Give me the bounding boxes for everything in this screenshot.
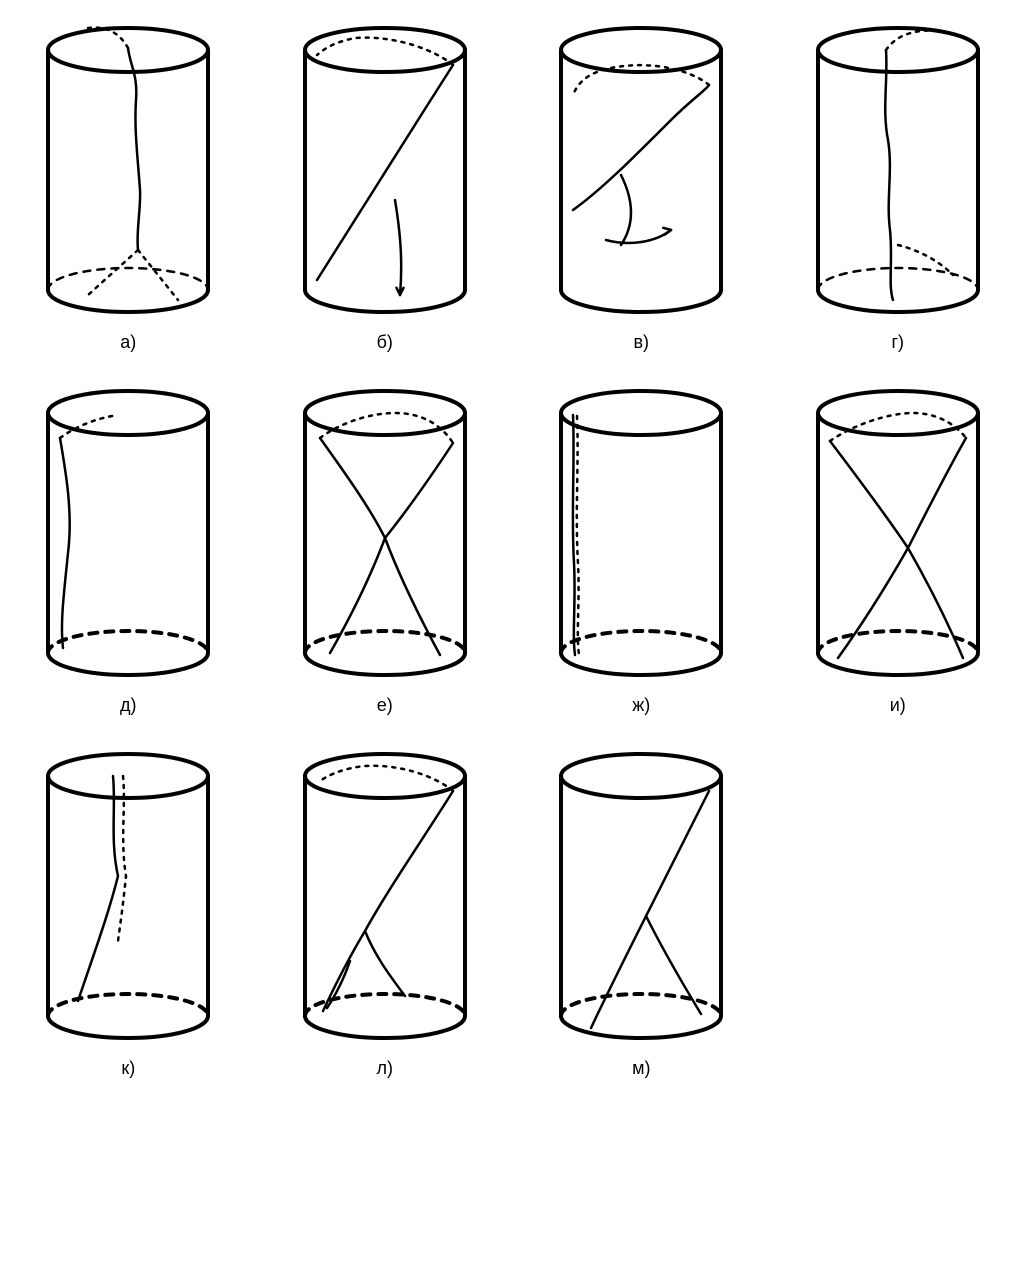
cylinder-label-m: м) bbox=[632, 1058, 650, 1079]
cylinder-cell-l: л) bbox=[277, 746, 494, 1079]
cylinder-cell-i: и) bbox=[790, 383, 1007, 716]
cylinder-svg-i bbox=[808, 383, 988, 683]
cylinder-label-g: г) bbox=[891, 332, 904, 353]
cylinder-svg-d bbox=[38, 383, 218, 683]
cylinder-label-a: а) bbox=[120, 332, 136, 353]
cylinder-cell-a: а) bbox=[20, 20, 237, 353]
cylinder-cell-k: к) bbox=[20, 746, 237, 1079]
cylinder-svg-zh bbox=[551, 383, 731, 683]
cylinder-diagram-grid: а) б) в) г) д) е) ж) и) к) л) м) bbox=[20, 20, 1006, 1079]
cylinder-label-b: б) bbox=[377, 332, 393, 353]
cylinder-label-d: д) bbox=[120, 695, 137, 716]
cylinder-svg-l bbox=[295, 746, 475, 1046]
cylinder-svg-b bbox=[295, 20, 475, 320]
cylinder-svg-v bbox=[551, 20, 731, 320]
cylinder-label-e: е) bbox=[377, 695, 393, 716]
cylinder-svg-g bbox=[808, 20, 988, 320]
cylinder-cell-d: д) bbox=[20, 383, 237, 716]
cylinder-svg-a bbox=[38, 20, 218, 320]
cylinder-cell-m: м) bbox=[533, 746, 750, 1079]
cylinder-cell-b: б) bbox=[277, 20, 494, 353]
cylinder-cell-v: в) bbox=[533, 20, 750, 353]
cylinder-svg-k bbox=[38, 746, 218, 1046]
cylinder-label-zh: ж) bbox=[632, 695, 650, 716]
cylinder-svg-e bbox=[295, 383, 475, 683]
cylinder-label-l: л) bbox=[377, 1058, 394, 1079]
cylinder-cell-g: г) bbox=[790, 20, 1007, 353]
cylinder-label-i: и) bbox=[890, 695, 906, 716]
cylinder-svg-m bbox=[551, 746, 731, 1046]
cylinder-label-k: к) bbox=[121, 1058, 135, 1079]
cylinder-label-v: в) bbox=[633, 332, 649, 353]
cylinder-cell-e: е) bbox=[277, 383, 494, 716]
cylinder-cell-zh: ж) bbox=[533, 383, 750, 716]
